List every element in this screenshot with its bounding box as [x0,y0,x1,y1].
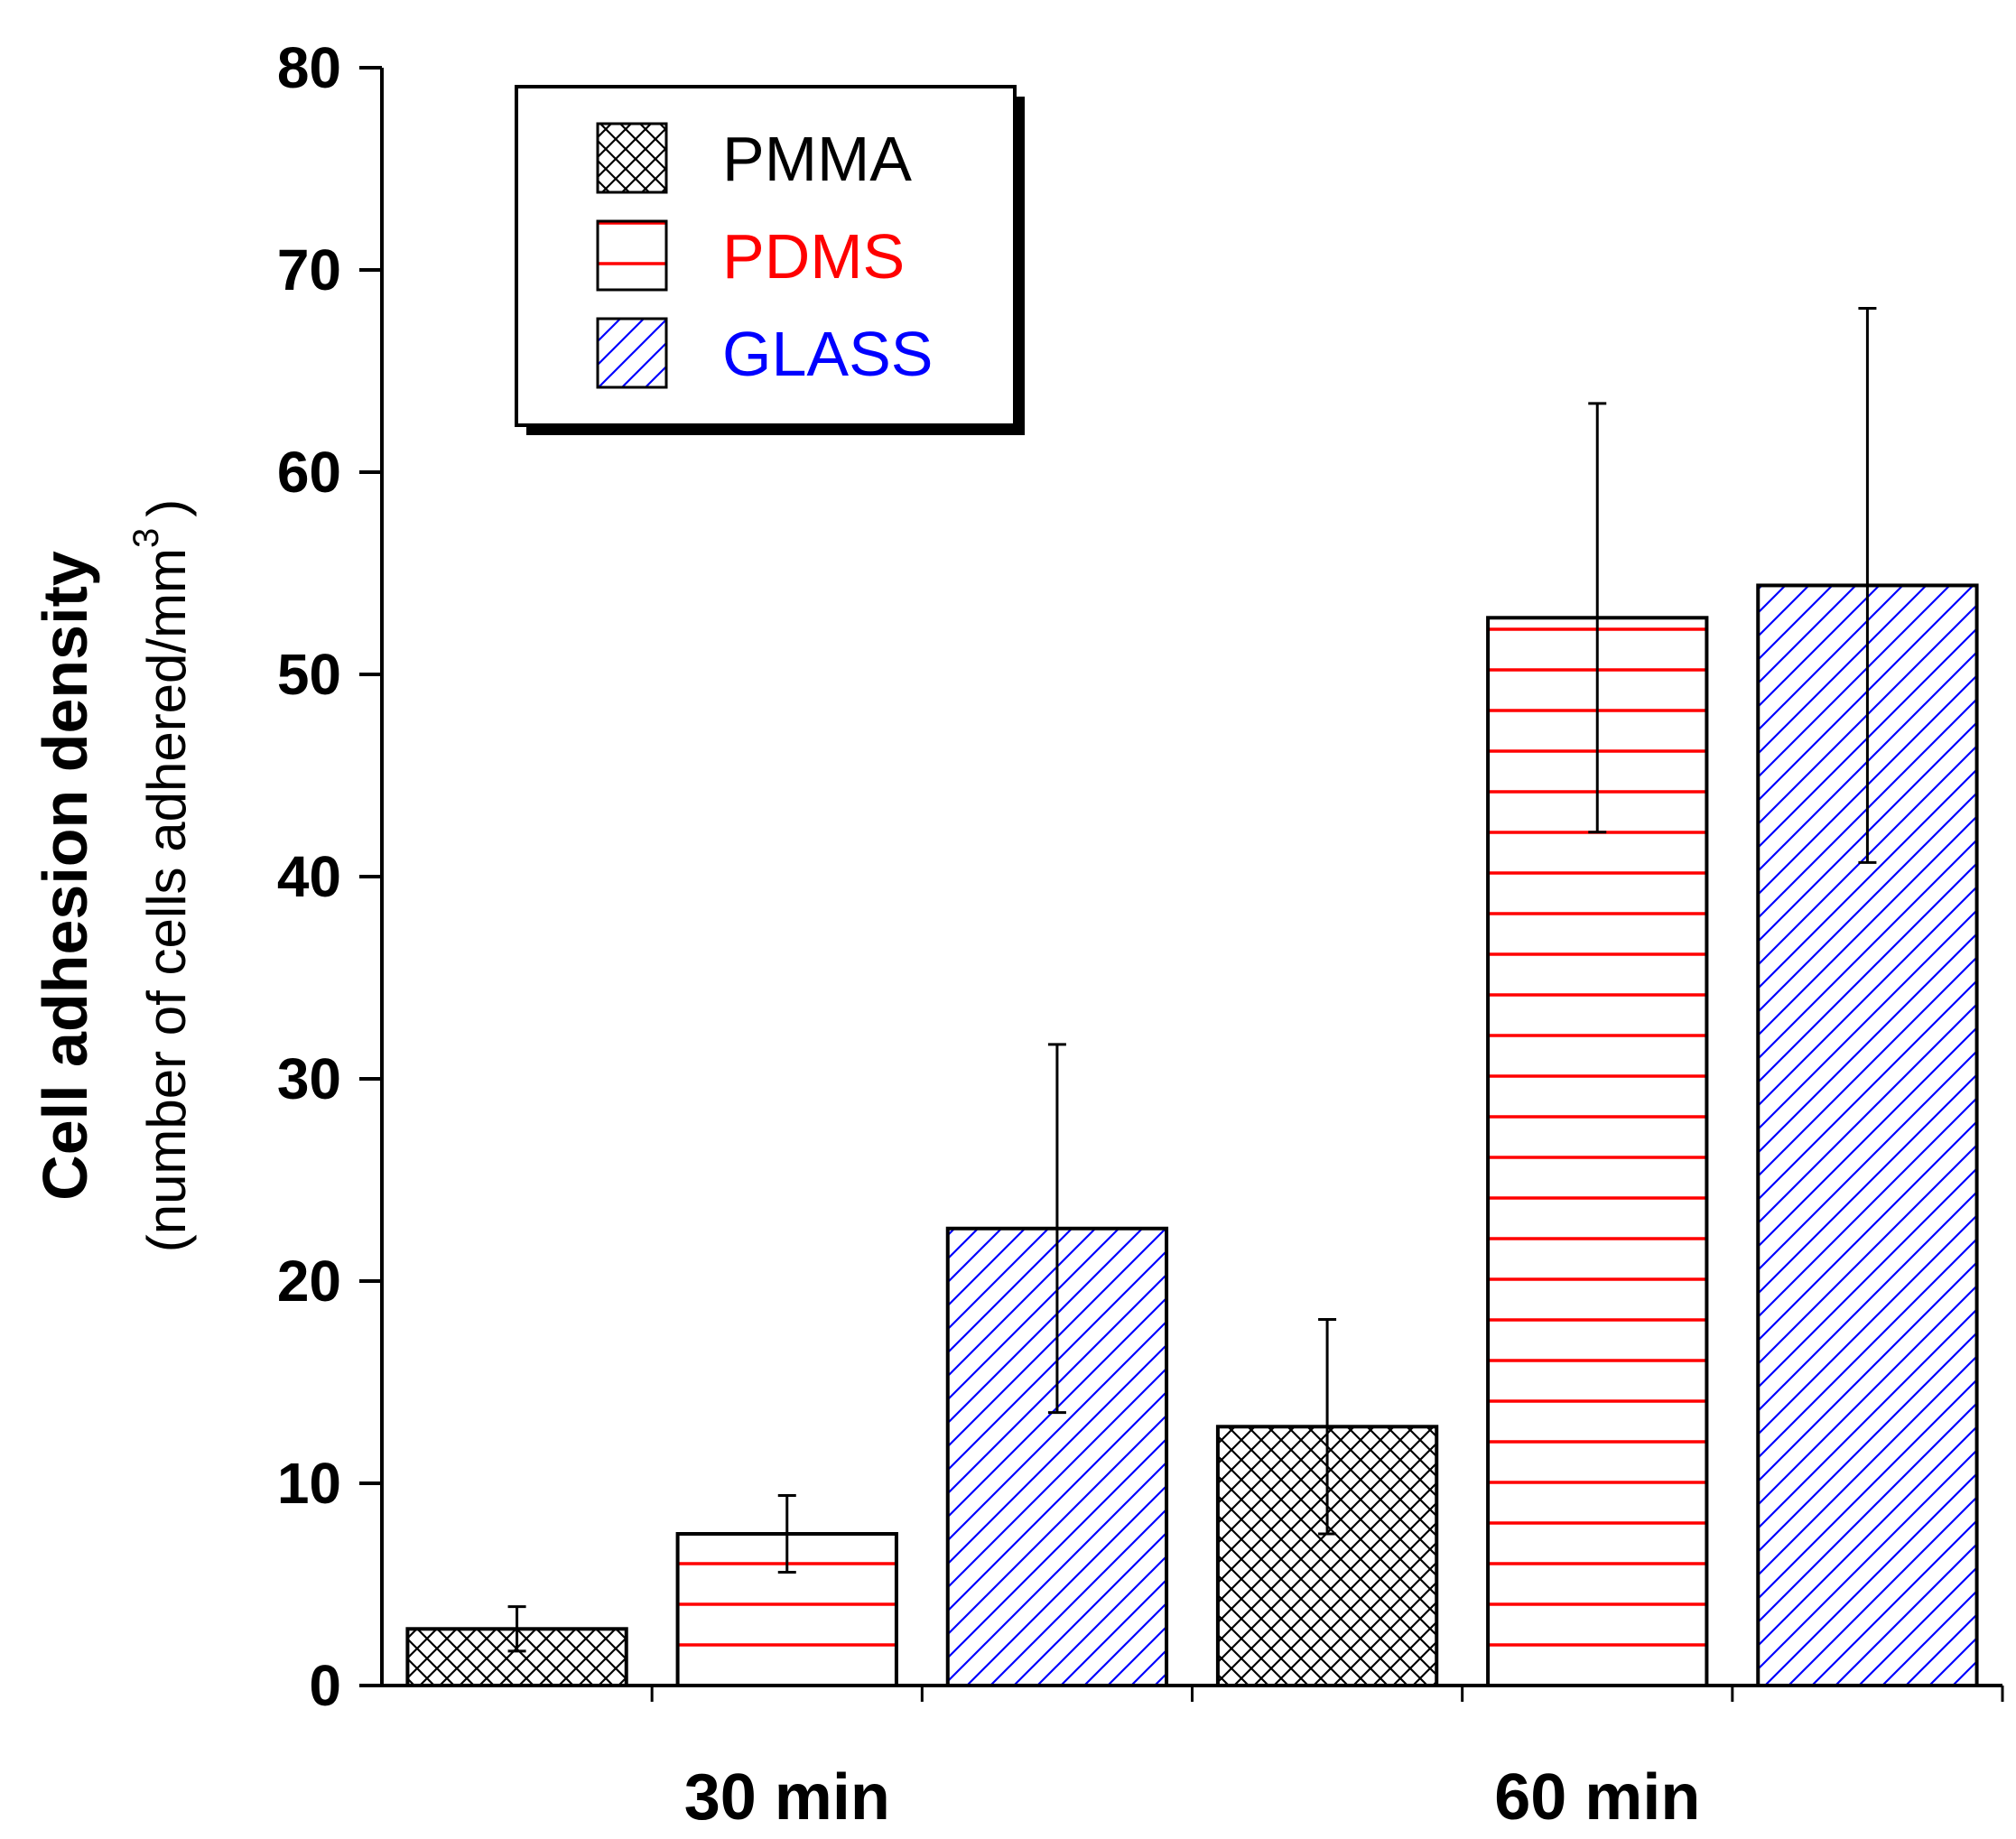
y-axis-units: (number of cells adhered/mm3) [126,499,197,1253]
y-tick-label-10: 10 [277,1451,341,1516]
legend-swatch-glass [596,317,668,389]
x-category-label-0: 30 min [684,1761,890,1834]
y-units-superscript: 3 [126,528,166,548]
y-tick-label-70: 70 [277,237,341,302]
y-tick-label-40: 40 [277,844,341,909]
legend-swatch-pdms [596,219,668,292]
category-labels: 30 min 60 min [684,1761,1701,1834]
legend-swatch-pmma [596,122,668,194]
y-axis-label: Cell adhesion density [30,551,100,1201]
legend-label-pmma: PMMA [722,124,912,194]
y-units-prefix: (number of cells adhered/mm [136,548,197,1252]
y-tick-label-80: 80 [277,35,341,100]
y-axis-units-label: (number of cells adhered/mm3) [126,499,197,1253]
y-axis-title: Cell adhesion density [30,551,100,1201]
bar-pdms-0 [675,1532,898,1687]
y-tick-label-50: 50 [277,642,341,707]
x-ticks [650,1686,2004,1702]
x-category-label-1: 60 min [1494,1761,1700,1834]
y-ticks: 0 10 20 30 40 50 60 70 80 [277,35,382,1718]
y-tick-label-30: 30 [277,1046,341,1111]
y-units-suffix: ) [136,499,197,517]
legend-label-pdms: PDMS [722,221,905,292]
bars [405,583,1979,1688]
y-tick-label-20: 20 [277,1249,341,1314]
legend-label-glass: GLASS [722,319,933,389]
y-tick-label-0: 0 [309,1653,341,1718]
y-tick-label-60: 60 [277,440,341,505]
legend: PMMA PDMS GLASS [515,85,1025,435]
error-bars [507,307,1877,1653]
